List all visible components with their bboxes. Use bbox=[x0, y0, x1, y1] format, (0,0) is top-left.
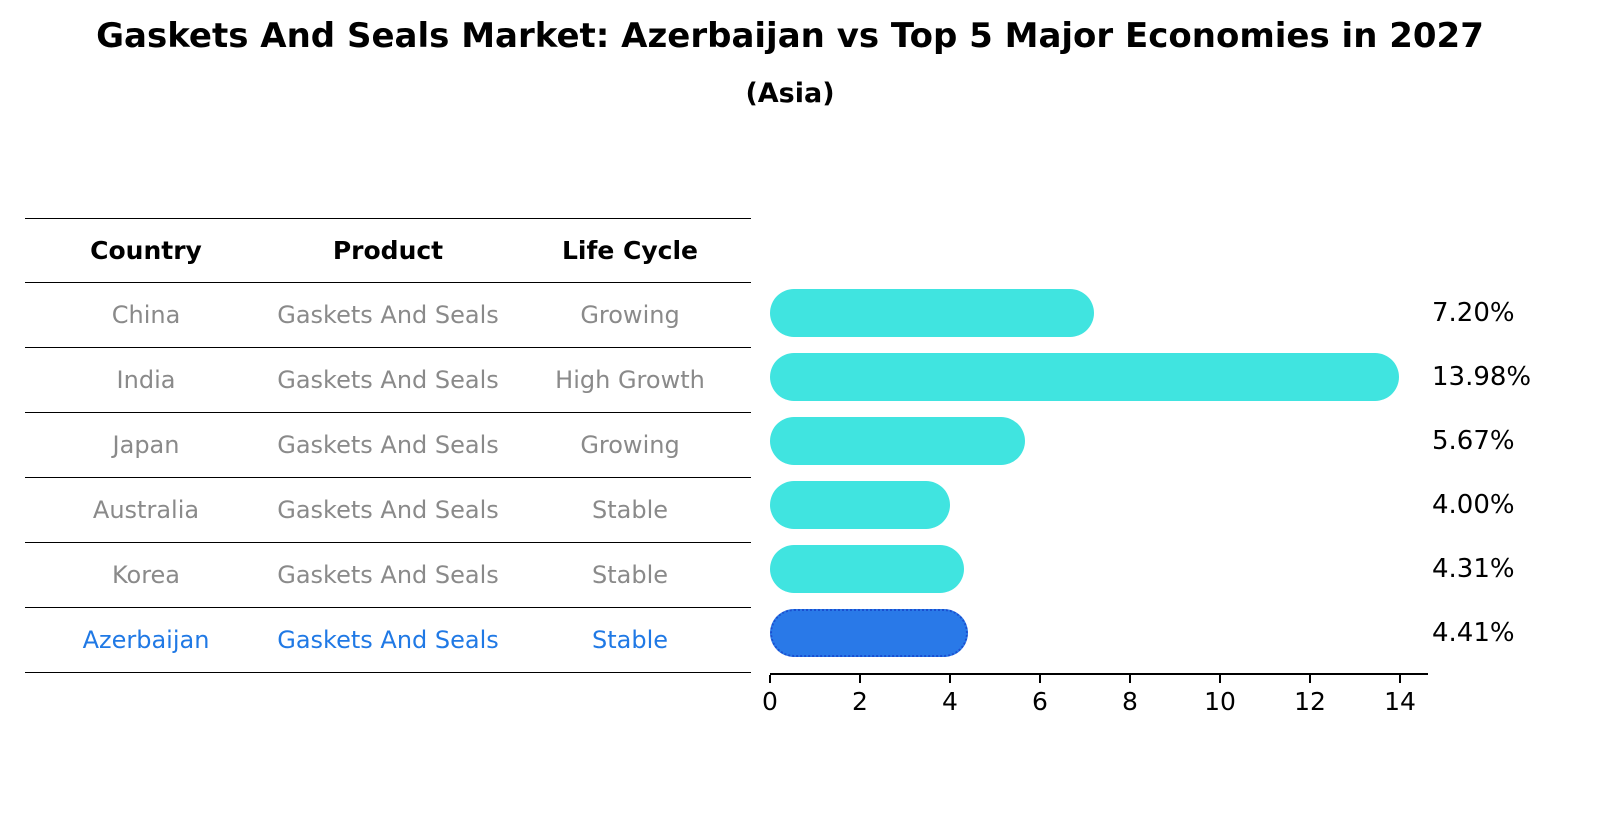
chart-title: Gaskets And Seals Market: Azerbaijan vs … bbox=[96, 16, 1484, 56]
table-body: China Gaskets And Seals Growing India Gasket… bbox=[25, 283, 751, 673]
table-row: Korea Gaskets And Seals Stable bbox=[25, 543, 751, 608]
product-cell: Gaskets And Seals bbox=[277, 496, 499, 524]
x-tick-mark bbox=[1129, 675, 1131, 683]
x-tick-label: 10 bbox=[1204, 687, 1236, 716]
country-cell: Australia bbox=[92, 496, 200, 524]
table-row: Australia Gaskets And Seals Stable bbox=[25, 478, 751, 543]
country-cell: China bbox=[111, 301, 181, 329]
bar-row bbox=[770, 409, 1430, 473]
x-tick-label: 8 bbox=[1122, 687, 1138, 716]
bar-row bbox=[770, 345, 1430, 409]
table-row: Japan Gaskets And Seals Growing bbox=[25, 413, 751, 478]
country-cell: India bbox=[116, 366, 176, 394]
header-product: Product bbox=[332, 236, 444, 265]
x-axis-line bbox=[770, 673, 1428, 675]
bar-japan bbox=[770, 417, 1026, 465]
bar-india bbox=[770, 353, 1400, 401]
lifecycle-cell: High Growth bbox=[555, 366, 705, 394]
x-tick-mark bbox=[769, 675, 771, 683]
x-tick-mark bbox=[1219, 675, 1221, 683]
chart-subtitle: (Asia) bbox=[745, 78, 835, 109]
bar-azerbaijan bbox=[770, 609, 969, 657]
header-lifecycle: Life Cycle bbox=[561, 236, 699, 265]
table-row: Azerbaijan Gaskets And Seals Stable bbox=[25, 608, 751, 673]
x-tick-mark bbox=[1309, 675, 1311, 683]
x-axis-ticks: 0 2 4 6 8 10 12 14 bbox=[762, 675, 1428, 716]
bar-korea bbox=[770, 545, 964, 593]
lifecycle-cell: Growing bbox=[580, 301, 680, 329]
bars bbox=[770, 281, 1430, 665]
info-table: Country Product Life Cycle China Gaskets … bbox=[25, 218, 751, 673]
lifecycle-cell: Stable bbox=[591, 496, 669, 524]
x-tick-label: 6 bbox=[1032, 687, 1048, 716]
bar-value-label: 5.67% bbox=[1432, 426, 1515, 456]
product-cell: Gaskets And Seals bbox=[277, 431, 499, 459]
table-header-row: Country Product Life Cycle bbox=[25, 218, 751, 283]
country-cell: Azerbaijan bbox=[82, 626, 210, 654]
product-cell: Gaskets And Seals bbox=[277, 366, 499, 394]
table-row: India Gaskets And Seals High Growth bbox=[25, 348, 751, 413]
x-tick-label: 14 bbox=[1384, 687, 1416, 716]
bar-value-label: 7.20% bbox=[1432, 298, 1515, 328]
x-tick-label: 2 bbox=[852, 687, 868, 716]
bar-value-label: 4.00% bbox=[1432, 490, 1515, 520]
bar-row bbox=[770, 537, 1430, 601]
x-tick-mark bbox=[1399, 675, 1401, 683]
bar-value-label: 4.41% bbox=[1432, 618, 1515, 648]
value-labels: 7.20% 13.98% 5.67% 4.00% 4.31% 4.41% bbox=[1432, 281, 1622, 665]
country-cell: Japan bbox=[112, 431, 180, 459]
lifecycle-cell: Stable bbox=[591, 626, 669, 654]
bar-value-label: 13.98% bbox=[1432, 362, 1532, 392]
bar-row bbox=[770, 473, 1430, 537]
x-tick-label: 0 bbox=[762, 687, 778, 716]
x-tick-label: 4 bbox=[942, 687, 958, 716]
product-cell: Gaskets And Seals bbox=[277, 626, 499, 654]
bar-australia bbox=[770, 481, 950, 529]
header-country: Country bbox=[90, 236, 202, 265]
x-tick-mark bbox=[1039, 675, 1041, 683]
x-tick-mark bbox=[949, 675, 951, 683]
bar-row bbox=[770, 601, 1430, 665]
country-cell: Korea bbox=[111, 561, 181, 589]
table-row: China Gaskets And Seals Growing bbox=[25, 283, 751, 348]
bar-row bbox=[770, 281, 1430, 345]
product-cell: Gaskets And Seals bbox=[277, 561, 499, 589]
x-tick-label: 12 bbox=[1294, 687, 1326, 716]
bar-china bbox=[770, 289, 1094, 337]
lifecycle-cell: Stable bbox=[591, 561, 669, 589]
product-cell: Gaskets And Seals bbox=[277, 301, 499, 329]
x-tick-mark bbox=[859, 675, 861, 683]
bar-value-label: 4.31% bbox=[1432, 554, 1515, 584]
lifecycle-cell: Growing bbox=[580, 431, 680, 459]
